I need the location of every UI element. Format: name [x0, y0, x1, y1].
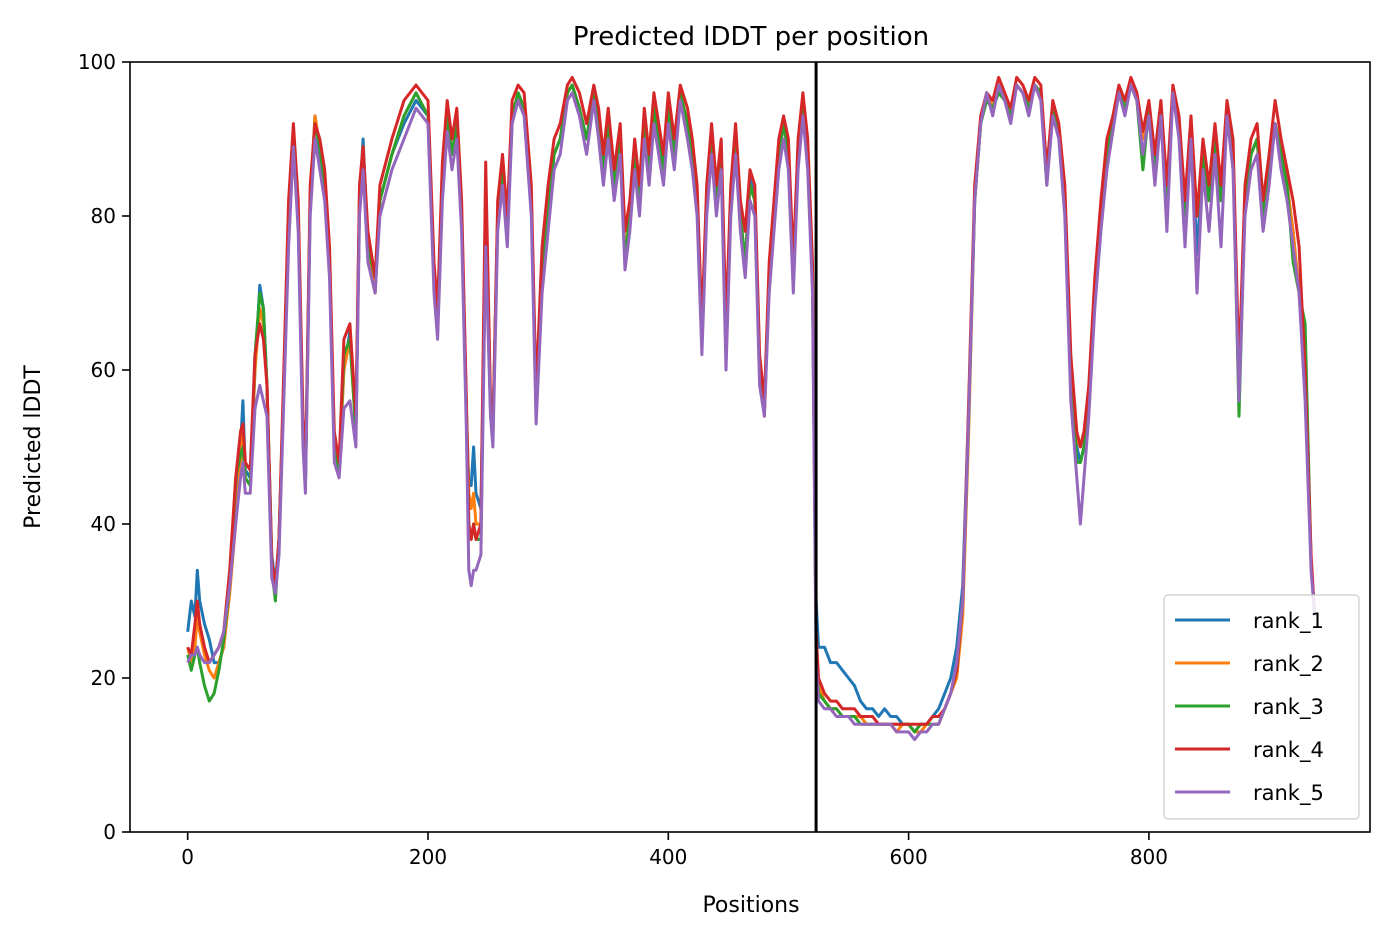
y-axis: 0 20 40 60 80 100 — [78, 50, 130, 844]
y-tick-label: 0 — [103, 820, 116, 844]
y-tick-label: 20 — [91, 666, 116, 690]
x-axis: 0 200 400 600 800 — [181, 832, 1168, 869]
plot-frame — [129, 61, 1371, 833]
legend-label-rank_3: rank_3 — [1253, 695, 1324, 720]
series-lines — [186, 75, 1317, 742]
legend: rank_1 rank_2 rank_3 rank_4 rank_5 — [1163, 594, 1360, 820]
y-tick-label: 60 — [91, 358, 116, 382]
legend-label-rank_2: rank_2 — [1253, 652, 1324, 677]
x-tick-label: 800 — [1130, 845, 1168, 869]
plot-area — [186, 62, 1317, 832]
y-tick-label: 100 — [78, 50, 116, 74]
x-tick-label: 600 — [890, 845, 928, 869]
legend-label-rank_4: rank_4 — [1253, 738, 1324, 763]
x-axis-title: Positions — [702, 893, 799, 918]
legend-box — [1163, 594, 1360, 820]
legend-label-rank_1: rank_1 — [1253, 609, 1324, 634]
y-axis-title: Predicted lDDT — [21, 365, 46, 529]
legend-label-rank_5: rank_5 — [1253, 781, 1324, 806]
chart-title: Predicted lDDT per position — [573, 22, 929, 52]
y-tick-label: 80 — [91, 204, 116, 228]
x-tick-label: 0 — [181, 845, 194, 869]
x-tick-label: 200 — [409, 845, 447, 869]
series-line-rank_5 — [186, 83, 1317, 742]
x-tick-label: 400 — [649, 845, 687, 869]
y-tick-label: 40 — [91, 512, 116, 536]
